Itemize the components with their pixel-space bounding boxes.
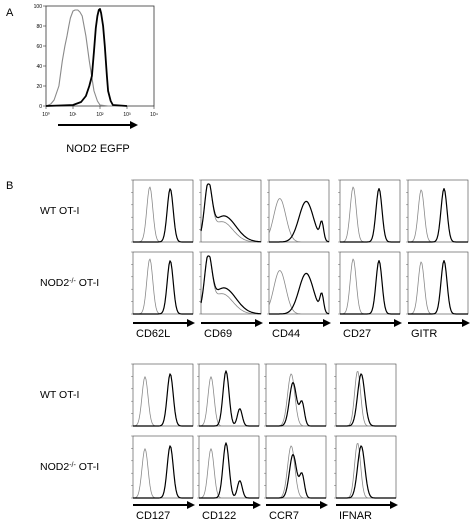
- marker-arrow-head: [390, 501, 398, 509]
- y-tick-label: 0: [39, 104, 42, 110]
- marker-label: CD62L: [136, 328, 170, 340]
- row-label-part: WT OT-I: [40, 389, 79, 401]
- series-line-control: [336, 370, 396, 427]
- series-line-stained: [340, 260, 400, 315]
- marker-arrow-head: [320, 501, 328, 509]
- y-tick-label: 20: [36, 84, 42, 90]
- row-label: NOD2-/- OT-I: [40, 277, 99, 289]
- marker-label: GITR: [411, 328, 437, 340]
- marker-arrow-head: [255, 319, 263, 327]
- series-line-stained: [133, 445, 193, 499]
- series-line-control: [198, 376, 259, 427]
- row-label-part: WT OT-I: [40, 205, 79, 217]
- series-line-control: [133, 258, 193, 315]
- x-tick-label: 10³: [123, 112, 131, 118]
- series-line-stained: [133, 373, 193, 427]
- row-label: NOD2-/- OT-I: [40, 461, 99, 473]
- series-line-control: [268, 270, 329, 315]
- series-line-control: [266, 373, 326, 427]
- series-line-stained: [200, 255, 262, 315]
- marker-arrow-head: [253, 501, 261, 509]
- series-line-stained: [266, 453, 326, 499]
- marker-arrow-head: [394, 319, 402, 327]
- histogram-frame: [200, 179, 262, 243]
- series-line-control: [340, 258, 400, 315]
- series-line-control: [268, 198, 329, 243]
- series-line-stained: [133, 260, 193, 315]
- histogram-frame: [200, 251, 262, 315]
- histogram-frame: [132, 251, 194, 315]
- x-tick-label: 10¹: [69, 112, 77, 118]
- marker-label: CD69: [204, 328, 232, 340]
- series-line-control: [336, 442, 396, 499]
- row-label-part: OT-I: [76, 277, 99, 289]
- series-line-control: [198, 448, 259, 499]
- series-line-stained: [199, 370, 259, 427]
- marker-arrow-head: [187, 501, 195, 509]
- histogram-frame: [268, 179, 330, 243]
- series-line-stained: [45, 8, 128, 107]
- panel-b-label: B: [6, 180, 13, 192]
- histogram-frame: [339, 179, 401, 243]
- series-line-control: [132, 448, 193, 499]
- series-line-control: [200, 255, 261, 315]
- series-line-stained: [408, 188, 468, 243]
- series-line-control: [133, 186, 193, 243]
- histogram-frame: [265, 363, 327, 427]
- series-line-stained: [340, 188, 400, 243]
- series-line-control: [340, 186, 400, 243]
- series-line-stained: [266, 381, 326, 427]
- histogram-frame: [335, 435, 397, 499]
- marker-arrow-head: [187, 319, 195, 327]
- histogram-frame: [132, 179, 194, 243]
- marker-label: CD27: [343, 328, 371, 340]
- series-line-stained: [199, 442, 259, 499]
- y-tick-label: 40: [36, 64, 42, 70]
- y-tick-label: 80: [36, 24, 42, 30]
- row-label-part: NOD2: [40, 277, 69, 289]
- series-line-stained: [200, 183, 262, 243]
- histogram-frame: [335, 363, 397, 427]
- marker-arrow-head: [462, 319, 470, 327]
- histogram-frame: [268, 251, 330, 315]
- x-tick-label: 10⁴: [150, 112, 158, 118]
- row-label-part: NOD2: [40, 461, 69, 473]
- marker-label: CD122: [202, 510, 236, 522]
- y-tick-label: 60: [36, 44, 42, 50]
- series-line-stained: [336, 373, 396, 427]
- y-tick-label: 100: [34, 4, 43, 10]
- series-line-control: [45, 9, 127, 107]
- panel-a-label: A: [6, 7, 14, 19]
- x-tick-label: 10⁰: [42, 112, 50, 118]
- row-label: WT OT-I: [40, 205, 79, 217]
- row-label: WT OT-I: [40, 389, 79, 401]
- series-line-stained: [408, 260, 468, 315]
- x-tick-label: 10²: [96, 112, 104, 118]
- series-line-control: [266, 445, 326, 499]
- x-arrow-head: [130, 121, 138, 129]
- row-label-part: -/-: [69, 462, 76, 469]
- marker-arrow-head: [323, 319, 331, 327]
- histogram-frame: [339, 251, 401, 315]
- panel-a-histogram: 0 20 40 60 80 100 10⁰ 10¹ 10² 10³ 10⁴: [34, 4, 158, 129]
- marker-label: IFNAR: [339, 510, 372, 522]
- series-line-stained: [269, 200, 330, 243]
- row-label-part: -/-: [69, 278, 76, 285]
- series-line-control: [132, 376, 193, 427]
- series-line-control: [200, 183, 261, 243]
- panel-a-xlabel: NOD2 EGFP: [66, 143, 130, 155]
- histogram-frame: [265, 435, 327, 499]
- row-label-part: OT-I: [76, 461, 99, 473]
- series-line-stained: [133, 188, 193, 243]
- marker-label: CCR7: [269, 510, 299, 522]
- plot-frame: [45, 5, 155, 107]
- series-line-stained: [269, 272, 330, 315]
- series-line-stained: [336, 445, 396, 499]
- marker-label: CD127: [136, 510, 170, 522]
- marker-label: CD44: [272, 328, 300, 340]
